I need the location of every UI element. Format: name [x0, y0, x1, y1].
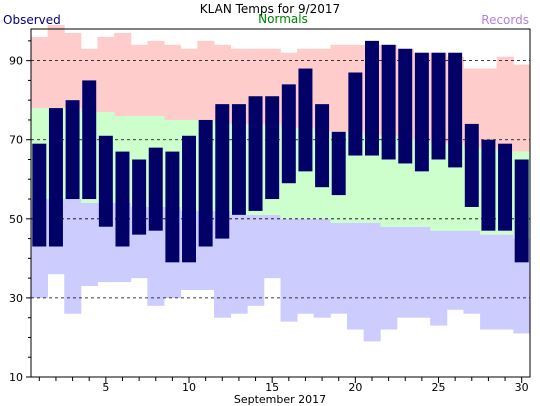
- legend-normals: Normals: [258, 12, 308, 26]
- x-tick-label-5: 5: [102, 381, 109, 394]
- record-low-band-17: [297, 218, 315, 314]
- observed-bar-day-11: [198, 119, 213, 247]
- observed-bar-day-3: [65, 100, 80, 200]
- observed-bar-day-10: [182, 135, 197, 263]
- observed-bar-day-26: [448, 52, 463, 168]
- normal-band-25: [430, 143, 448, 231]
- x-tick-label-15: 15: [265, 381, 279, 394]
- observed-bar-day-22: [381, 44, 396, 160]
- observed-bar-day-8: [148, 147, 163, 231]
- record-low-band-18: [313, 218, 331, 318]
- observed-bar-day-7: [132, 159, 147, 235]
- x-tick-label-20: 20: [348, 381, 362, 394]
- observed-bar-day-25: [431, 52, 446, 160]
- legend-observed: Observed: [3, 13, 61, 27]
- record-high-band-28: [480, 68, 498, 148]
- record-high-band-1: [31, 36, 49, 109]
- observed-bar-day-13: [231, 104, 246, 215]
- y-tick-label-90: 90: [9, 55, 23, 68]
- normal-band-21: [363, 135, 381, 223]
- record-low-band-22: [380, 226, 398, 330]
- record-high-band-29: [496, 56, 514, 152]
- record-low-band-16: [280, 218, 298, 322]
- observed-bar-day-4: [82, 80, 97, 200]
- legend-records: Records: [481, 13, 529, 27]
- record-high-band-2: [47, 25, 65, 109]
- observed-bar-day-15: [265, 96, 280, 200]
- record-low-band-27: [463, 230, 481, 314]
- observed-bar-day-24: [414, 52, 429, 172]
- record-low-band-29: [496, 234, 514, 330]
- record-low-band-3: [64, 199, 82, 314]
- x-tick-label-25: 25: [432, 381, 446, 394]
- record-low-band-25: [430, 230, 448, 326]
- axis-ticks: 5 10 15 20 25 30 10 30 50 70 90: [9, 40, 529, 394]
- record-low-band-20: [347, 222, 365, 330]
- observed-bar-day-19: [331, 131, 346, 196]
- observed-bar-day-17: [298, 68, 313, 172]
- record-low-band-26: [446, 230, 464, 310]
- observed-bar-day-23: [398, 48, 413, 164]
- observed-bar-day-9: [165, 151, 180, 263]
- y-tick-label-70: 70: [9, 134, 23, 147]
- record-low-band-13: [230, 214, 248, 314]
- record-low-band-23: [396, 226, 414, 318]
- observed-bar-day-28: [481, 139, 496, 231]
- x-tick-label-10: 10: [182, 381, 196, 394]
- chart-title: KLAN Temps for 9/2017: [200, 2, 340, 16]
- y-tick-label-50: 50: [9, 213, 23, 226]
- observed-bar-day-2: [48, 108, 63, 247]
- record-high-band-9: [164, 44, 182, 120]
- record-low-band-8: [147, 206, 165, 306]
- record-high-band-11: [197, 40, 215, 120]
- x-axis-label: September 2017: [234, 393, 326, 406]
- y-tick-label-10: 10: [9, 371, 23, 384]
- record-high-band-30: [513, 64, 531, 152]
- observed-bar-day-21: [364, 40, 379, 156]
- record-high-band-19: [330, 44, 348, 132]
- observed-bar-day-6: [115, 151, 130, 247]
- record-low-band-24: [413, 226, 431, 318]
- record-low-band-19: [330, 222, 348, 314]
- observed-bar-day-12: [215, 104, 230, 239]
- observed-bar-day-18: [315, 104, 330, 188]
- observed-bar-day-30: [514, 159, 529, 263]
- observed-bar-day-20: [348, 72, 363, 156]
- record-high-band-10: [180, 48, 198, 120]
- record-high-band-8: [147, 40, 165, 117]
- x-tick-label-30: 30: [515, 381, 529, 394]
- record-high-band-3: [64, 32, 82, 109]
- record-low-band-4: [80, 203, 98, 287]
- y-tick-label-30: 30: [9, 292, 23, 305]
- observed-bar-day-1: [32, 143, 47, 247]
- observed-bars: [32, 40, 529, 263]
- observed-bar-day-14: [248, 96, 263, 211]
- record-low-band-28: [480, 234, 498, 330]
- observed-bar-day-5: [98, 135, 113, 227]
- plot-frame: [30, 28, 531, 378]
- record-high-band-7: [130, 44, 148, 117]
- observed-bar-day-16: [281, 84, 296, 184]
- record-high-band-6: [114, 32, 132, 116]
- record-high-band-5: [97, 36, 115, 113]
- grid-lines: [31, 60, 530, 299]
- record-low-band-15: [263, 214, 281, 279]
- record-low-band-21: [363, 222, 381, 342]
- observed-bar-day-27: [464, 123, 479, 207]
- observed-bar-day-29: [498, 143, 513, 231]
- record-low-band-14: [247, 214, 265, 306]
